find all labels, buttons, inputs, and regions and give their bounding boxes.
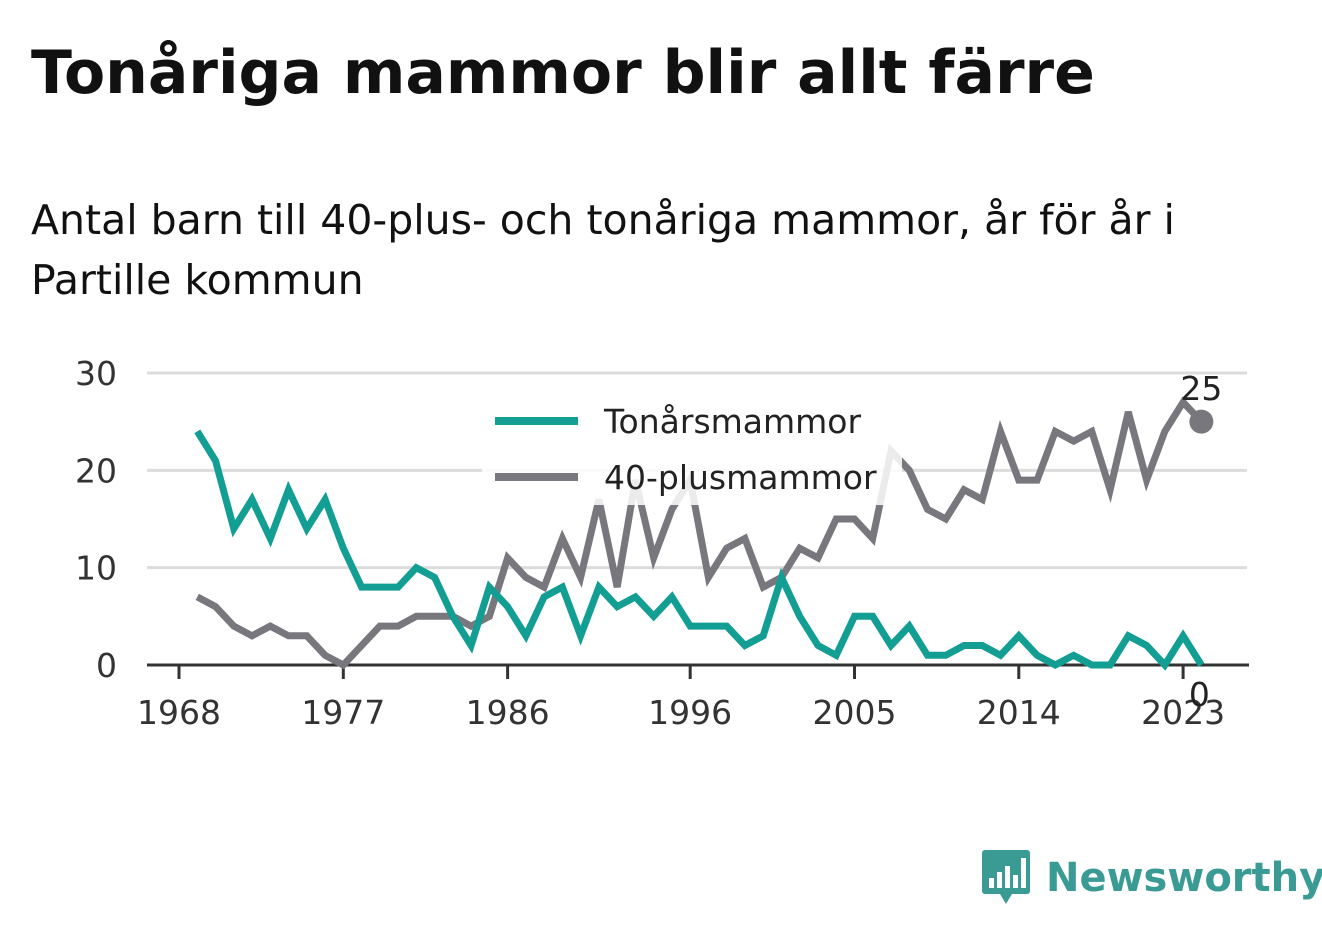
newsworthy-logo-icon (982, 850, 1030, 904)
legend-label: Tonårsmammor (603, 402, 861, 441)
end-labels: 25 0 (1180, 369, 1222, 714)
y-tick-label: 0 (96, 646, 117, 685)
brand-logo: Newsworthy (980, 848, 1322, 908)
series-lines (194, 396, 1205, 671)
chart-title: Tonåriga mammor blir allt färre (31, 38, 1095, 108)
x-tick-label: 2023 (1141, 693, 1225, 732)
x-tick-label: 2005 (812, 693, 896, 732)
y-axis-ticks: 0 10 20 30 (75, 354, 117, 685)
end-value-label-40plus: 25 (1180, 369, 1222, 408)
legend: Tonårsmammor 40-plusmammor (482, 395, 902, 505)
x-tick-label: 1968 (137, 693, 221, 732)
legend-label: 40-plusmammor (604, 458, 877, 497)
series-line-40-plusmammor (195, 396, 1204, 670)
x-tick-label: 2014 (977, 693, 1061, 732)
x-tick-label: 1986 (466, 693, 550, 732)
end-point-marker (1189, 409, 1214, 434)
x-tick-label: 1996 (648, 693, 732, 732)
y-tick-label: 10 (75, 549, 117, 588)
y-tick-label: 20 (75, 451, 117, 490)
gridlines (147, 371, 1249, 667)
y-tick-label: 30 (75, 354, 117, 393)
series-line-tonarsmammor (194, 429, 1205, 671)
x-axis-ticks: 1968 1977 1986 1996 2005 2014 2023 (137, 665, 1225, 732)
brand-name: Newsworthy (1046, 855, 1322, 901)
end-value-label-tonars: 0 (1189, 675, 1210, 714)
chart-subtitle: Antal barn till 40-plus- och tonåriga ma… (31, 196, 1175, 304)
legend-background (482, 395, 902, 505)
x-tick-label: 1977 (301, 693, 385, 732)
